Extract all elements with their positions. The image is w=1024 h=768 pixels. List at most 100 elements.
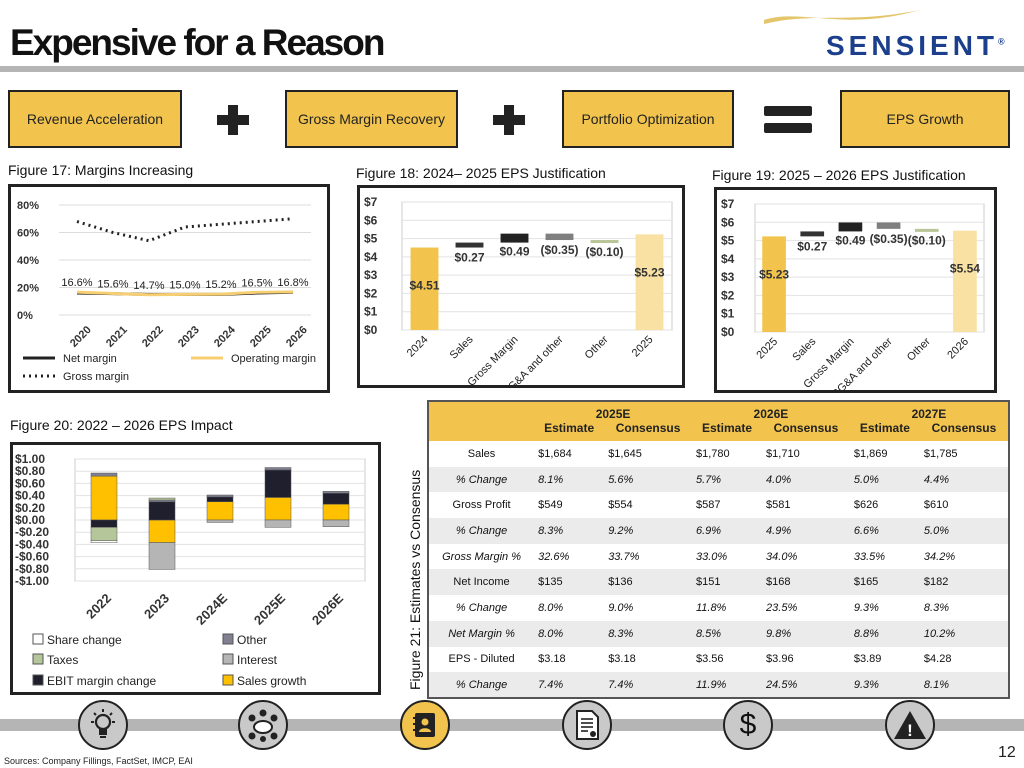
table-cell: 9.8% xyxy=(766,627,792,640)
y-tick-label: 80% xyxy=(17,200,39,212)
bar-segment xyxy=(90,527,118,541)
y-tick-label: $0.80 xyxy=(15,464,45,478)
bar xyxy=(410,247,439,330)
plus-icon xyxy=(217,105,249,135)
column-header: Consensus xyxy=(919,421,1009,441)
bar-segment xyxy=(148,497,176,501)
table-cell: $3.56 xyxy=(695,653,724,666)
table-cell: 33.5% xyxy=(853,550,886,563)
table-cell: 34.2% xyxy=(923,550,956,563)
data-label: 16.5% xyxy=(241,277,272,289)
series-line xyxy=(76,217,294,243)
table-cell: $3.18 xyxy=(538,653,566,666)
y-tick-label: $1 xyxy=(721,307,735,321)
plus-icon xyxy=(493,105,525,135)
gross-margin-recovery-box: Gross Margin Recovery xyxy=(285,90,458,148)
y-tick-label: $2 xyxy=(364,286,378,300)
figure-21-caption: Figure 21: Estimates vs Consensus xyxy=(407,469,423,690)
legend-swatch xyxy=(32,633,44,645)
table-cell: 8.1% xyxy=(923,678,949,691)
bar-segment xyxy=(264,467,292,471)
dollar-icon[interactable]: $ xyxy=(723,700,773,750)
bar-segment xyxy=(90,540,118,543)
legend-swatch xyxy=(222,633,234,645)
y-tick-label: $5 xyxy=(364,232,378,246)
logo: SENSIENT® xyxy=(826,30,1005,61)
table-cell: 5.7% xyxy=(695,473,722,486)
x-tick-label: 2024E xyxy=(193,590,230,627)
team-icon[interactable] xyxy=(238,700,288,750)
y-tick-label: $0 xyxy=(364,323,378,337)
table-cell: 4.0% xyxy=(766,473,792,486)
eps-2025-2026-chart-svg: $7 $6 $5 $4 $3 $2 $1 $0 $5.23 2025 $0.27 Sales $0.49… xyxy=(721,197,985,400)
x-tick-label: 2020 xyxy=(68,324,94,350)
table-cell: 8.5% xyxy=(695,627,722,640)
data-label: ($0.10) xyxy=(585,245,623,259)
eps-growth-box: EPS Growth xyxy=(840,90,1010,148)
data-label: $4.51 xyxy=(409,279,439,293)
group-header: 2027E xyxy=(849,401,1009,421)
table-cell: 5.0% xyxy=(853,473,879,486)
y-tick-label: 40% xyxy=(17,255,39,267)
x-tick-label: Other xyxy=(905,335,933,363)
data-label: $0.49 xyxy=(499,245,529,259)
table-cell: $1,710 xyxy=(766,447,800,460)
bar-segment xyxy=(148,519,176,543)
data-label: ($0.35) xyxy=(870,232,908,246)
x-tick-label: 2022 xyxy=(140,324,166,350)
bar-segment xyxy=(206,494,234,498)
row-label: Net Margin % xyxy=(448,627,515,640)
bar-segment xyxy=(90,472,118,477)
y-tick-label: $0.20 xyxy=(15,501,45,515)
bar xyxy=(953,230,977,332)
column-header: Consensus xyxy=(604,421,692,441)
figure-20-caption: Figure 20: 2022 – 2026 EPS Impact xyxy=(10,417,233,433)
data-label: ($0.10) xyxy=(908,234,946,248)
y-tick-label: $0.60 xyxy=(15,476,45,490)
x-tick-label: 2024 xyxy=(405,334,431,360)
warning-glyph: ! xyxy=(907,721,913,740)
table-cell: $136 xyxy=(608,576,633,589)
table-row: % Change 7.4% 7.4% 11.9% 24.5% 9.3% 8.1% xyxy=(428,672,1009,698)
id-card-icon[interactable] xyxy=(400,700,450,750)
legend-swatch xyxy=(32,653,44,665)
table-cell: $610 xyxy=(923,499,949,512)
y-tick-label: $0 xyxy=(721,325,735,339)
table-cell: 8.3% xyxy=(608,627,634,640)
figure-17-caption: Figure 17: Margins Increasing xyxy=(8,162,194,178)
page-number: 12 xyxy=(998,744,1016,761)
bar-segment xyxy=(148,501,176,521)
x-tick-label: 2024 xyxy=(212,323,238,349)
x-tick-label: 2025E xyxy=(251,590,288,627)
data-label: $0.27 xyxy=(454,251,484,265)
series-line xyxy=(76,290,294,297)
legend-swatch xyxy=(222,653,234,665)
table-cell: 11.9% xyxy=(695,678,727,691)
table-cell: $554 xyxy=(608,499,633,512)
row-label: Sales xyxy=(467,447,496,460)
sources-note: Sources: Company Fillings, FactSet, IMCP… xyxy=(4,756,193,766)
table-cell: 8.3% xyxy=(923,601,949,614)
lightbulb-icon[interactable] xyxy=(78,700,128,750)
table-cell: 9.0% xyxy=(608,601,634,614)
data-label: 14.7% xyxy=(133,280,164,292)
table-sub-header: Estimate Consensus Estimate Consensus Estima… xyxy=(428,421,1009,441)
bar xyxy=(838,222,863,232)
legend-label: EBIT margin change xyxy=(47,674,156,688)
y-tick-label: $2 xyxy=(721,288,735,302)
data-label: 15.2% xyxy=(205,279,236,291)
table-row: Gross Margin % 32.6% 33.7% 33.0% 34.0% 33.5% 3… xyxy=(428,544,1009,570)
legend-label: Gross margin xyxy=(63,371,129,383)
table-cell: $4.28 xyxy=(923,653,952,666)
header-divider xyxy=(0,66,1024,72)
legend-label: Operating margin xyxy=(231,353,316,365)
data-label: 15.0% xyxy=(169,279,200,291)
x-tick-label: 2025 xyxy=(754,336,780,362)
y-tick-label: $3 xyxy=(721,270,735,284)
y-tick-label: $3 xyxy=(364,268,378,282)
document-icon[interactable] xyxy=(562,700,612,750)
warning-icon[interactable]: ! xyxy=(885,700,935,750)
x-tick-label: 2023 xyxy=(141,591,172,622)
y-tick-label: 0% xyxy=(17,310,33,322)
table-cell: $626 xyxy=(853,499,879,512)
